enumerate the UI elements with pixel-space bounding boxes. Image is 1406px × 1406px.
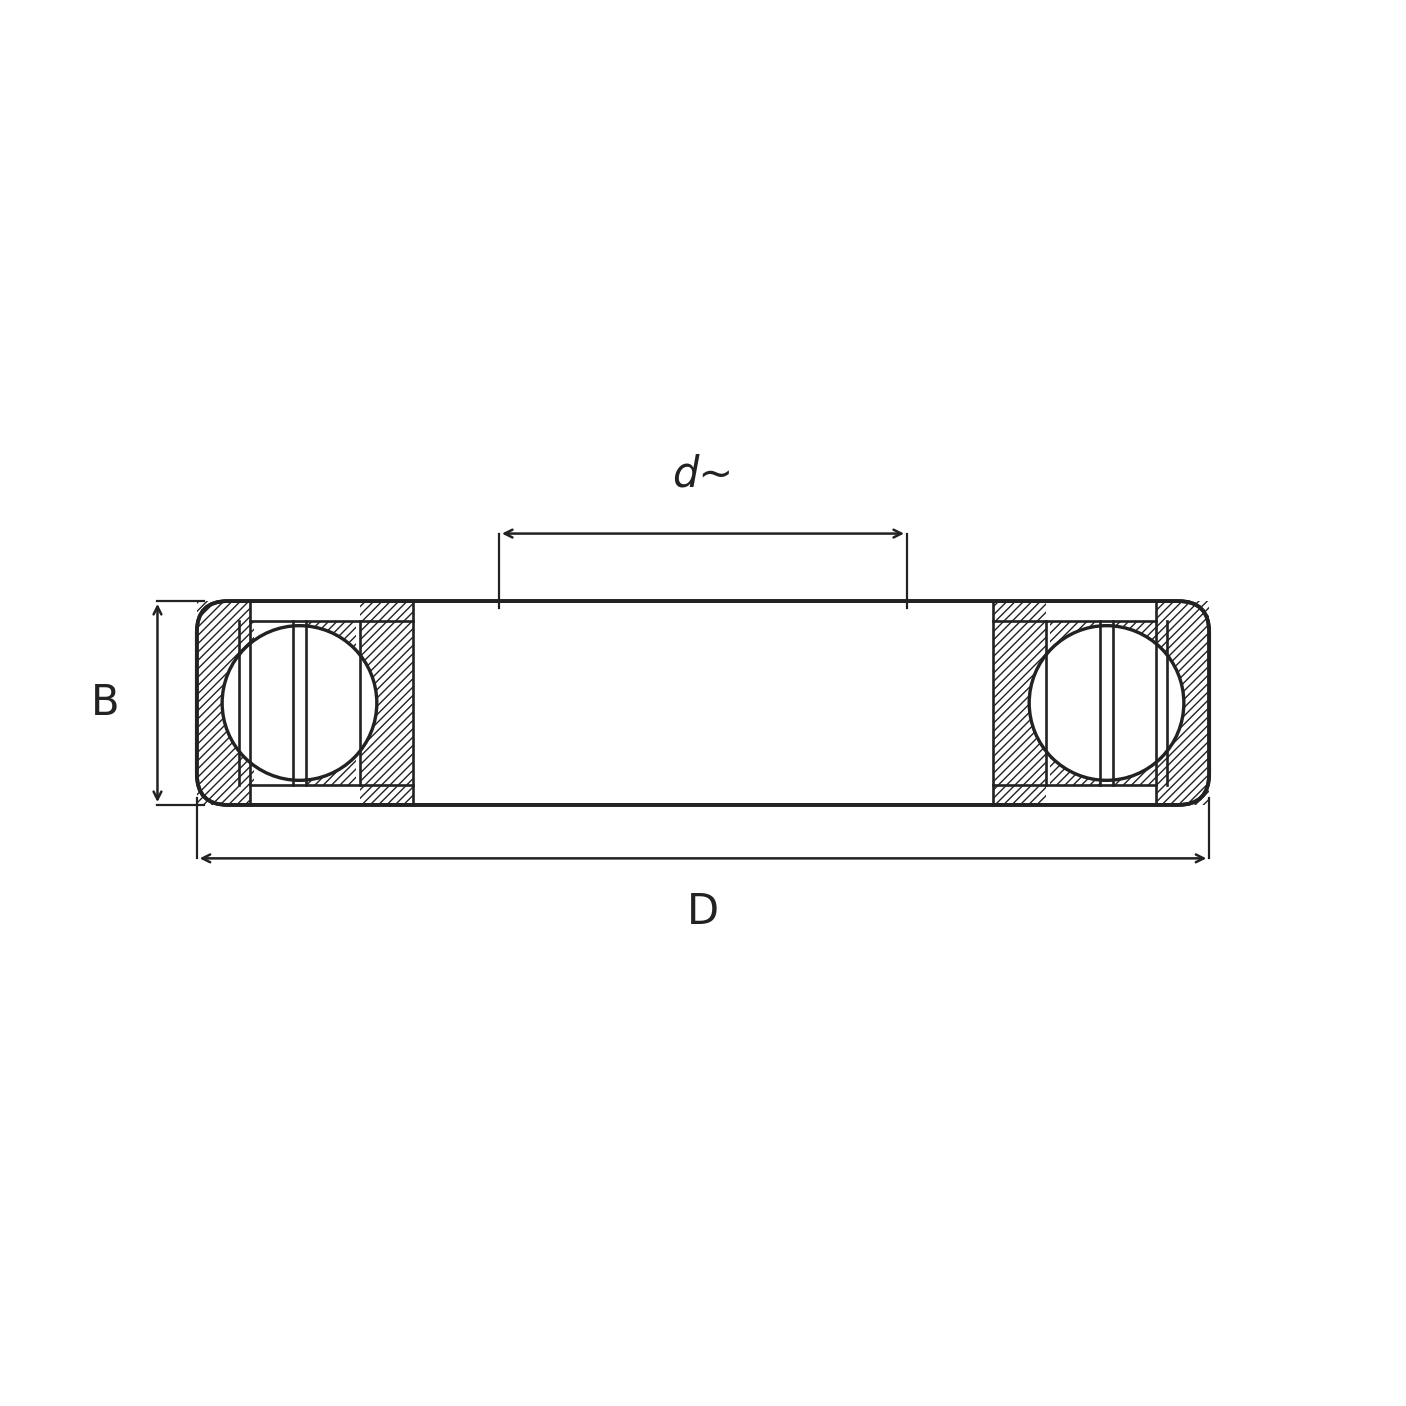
Bar bbox=[197, 602, 250, 804]
Bar bbox=[1156, 602, 1209, 804]
FancyBboxPatch shape bbox=[197, 600, 1209, 804]
Circle shape bbox=[1029, 626, 1184, 780]
Text: D: D bbox=[688, 891, 718, 932]
Text: B: B bbox=[91, 682, 120, 724]
Bar bbox=[993, 602, 1046, 804]
Circle shape bbox=[222, 626, 377, 780]
Bar bbox=[239, 621, 254, 785]
Bar bbox=[360, 602, 413, 804]
Bar bbox=[1050, 621, 1101, 785]
Bar bbox=[305, 621, 356, 785]
Bar bbox=[1112, 621, 1163, 785]
Text: d~: d~ bbox=[672, 454, 734, 495]
